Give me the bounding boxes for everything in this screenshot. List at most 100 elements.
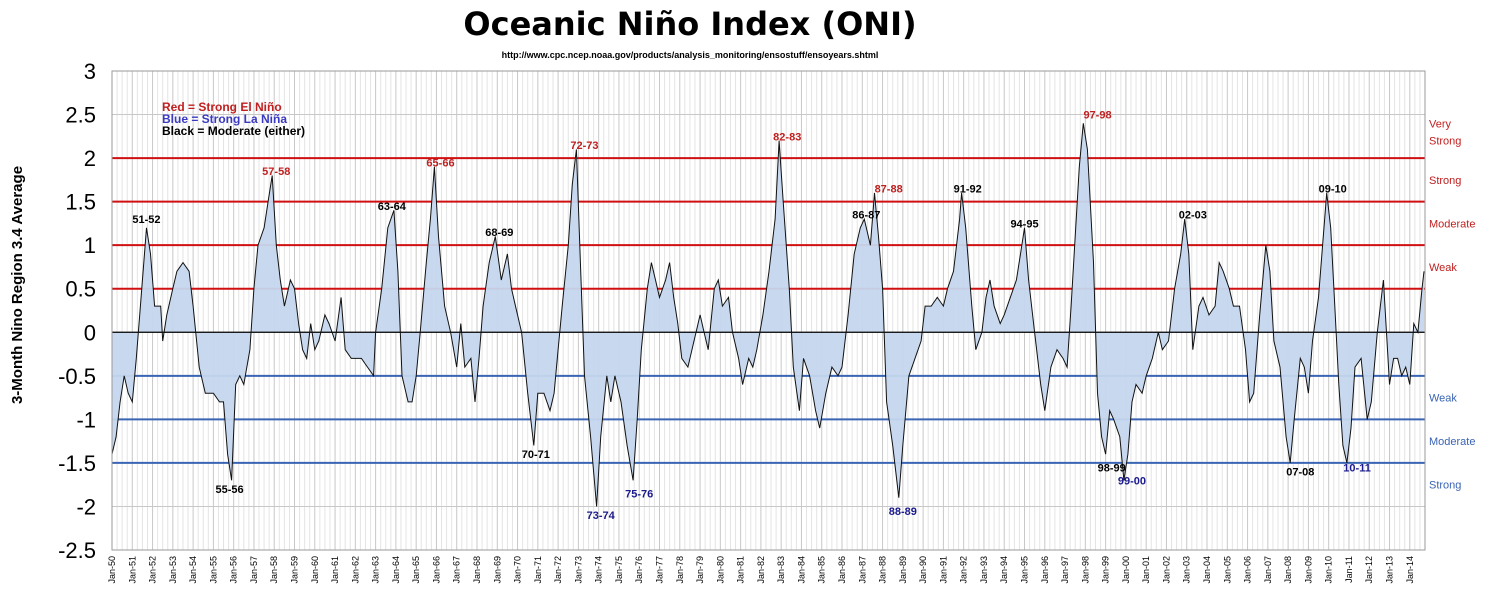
event-label: 55-56 (216, 484, 244, 496)
x-tick-label: Jan-79 (695, 556, 705, 584)
legend-entry: Red = Strong El Niño (162, 100, 282, 114)
x-tick-label: Jan-61 (330, 556, 340, 584)
legend-entry: Blue = Strong La Niña (162, 112, 287, 126)
y-tick-label: 1.5 (65, 190, 96, 215)
event-label: 98-99 (1098, 462, 1126, 474)
x-tick-label: Jan-91 (938, 556, 948, 584)
x-tick-label: Jan-84 (797, 556, 807, 584)
x-tick-label: Jan-65 (411, 556, 421, 584)
y-tick-label: -2.5 (58, 538, 96, 563)
x-tick-label: Jan-06 (1243, 556, 1253, 584)
x-tick-label: Jan-97 (1060, 556, 1070, 584)
x-tick-label: Jan-95 (1020, 556, 1030, 584)
x-tick-label: Jan-13 (1385, 556, 1395, 584)
event-label: 09-10 (1319, 184, 1347, 196)
x-tick-label: Jan-86 (837, 556, 847, 584)
x-tick-label: Jan-08 (1283, 556, 1293, 584)
x-tick-label: Jan-90 (918, 556, 928, 584)
x-tick-label: Jan-78 (675, 556, 685, 584)
x-tick-label: Jan-80 (715, 556, 725, 584)
x-tick-label: Jan-64 (391, 556, 401, 584)
x-tick-label: Jan-83 (776, 556, 786, 584)
x-tick-label: Jan-93 (979, 556, 989, 584)
x-tick-label: Jan-07 (1263, 556, 1273, 584)
x-tick-label: Jan-04 (1202, 556, 1212, 584)
event-label: 51-52 (132, 214, 160, 226)
event-label: 87-88 (875, 184, 903, 196)
x-tick-label: Jan-67 (452, 556, 462, 584)
strength-label: Strong (1429, 175, 1461, 187)
x-tick-label: Jan-89 (898, 556, 908, 584)
strength-label: Moderate (1429, 436, 1475, 448)
legend-entry: Black = Moderate (either) (162, 124, 305, 138)
event-label: 86-87 (852, 210, 880, 222)
event-labels: 51-52 55-56 57-58 63-64 65-66 68-69 70-71 72-73… (132, 110, 1370, 523)
x-tick-label: Jan-50 (107, 556, 117, 584)
event-label: 88-89 (889, 506, 917, 518)
x-tick-label: Jan-85 (817, 556, 827, 584)
x-tick-label: Jan-05 (1222, 556, 1232, 584)
plot-frame (111, 70, 1426, 551)
strength-label: Weak (1429, 393, 1457, 405)
strength-label: Weak (1429, 262, 1457, 274)
x-tick-label: Jan-14 (1405, 556, 1415, 584)
x-tick-label: Jan-87 (857, 556, 867, 584)
x-tick-label: Jan-09 (1303, 556, 1313, 584)
strength-label: Strong (1429, 480, 1461, 492)
x-tick-label: Jan-54 (188, 556, 198, 584)
x-tick-label: Jan-62 (350, 556, 360, 584)
x-tick-label: Jan-60 (310, 556, 320, 584)
x-tick-label: Jan-94 (999, 556, 1009, 584)
event-label: 72-73 (570, 140, 598, 152)
x-tick-label: Jan-74 (594, 556, 604, 584)
threshold-lines (112, 157, 1425, 464)
right-category-labels: Very Strong Strong Moderate Weak Weak Moderate… (1429, 118, 1475, 491)
oni-area-fill (112, 123, 1424, 507)
event-label: 70-71 (522, 449, 550, 461)
y-tick-label: 2.5 (65, 103, 96, 128)
x-tick-label: Jan-69 (492, 556, 502, 584)
x-tick-label: Jan-55 (208, 556, 218, 584)
strength-label: Strong (1429, 136, 1461, 148)
y-tick-label: 3 (84, 59, 96, 84)
x-tick-label: Jan-57 (249, 556, 259, 584)
x-tick-label: Jan-99 (1101, 556, 1111, 584)
x-tick-label: Jan-82 (756, 556, 766, 584)
x-tick-label: Jan-70 (513, 556, 523, 584)
x-tick-label: Jan-88 (878, 556, 888, 584)
x-tick-label: Jan-11 (1344, 556, 1354, 583)
strength-label: Very (1429, 118, 1452, 130)
x-tick-label: Jan-63 (371, 556, 381, 584)
event-label: 65-66 (426, 157, 454, 169)
event-label: 97-98 (1083, 110, 1111, 122)
x-tick-label: Jan-02 (1162, 556, 1172, 584)
x-tick-label: Jan-10 (1324, 556, 1334, 584)
x-tick-label: Jan-12 (1364, 556, 1374, 584)
y-tick-label: 2 (84, 146, 96, 171)
event-label: 82-83 (773, 131, 801, 143)
x-tick-label: Jan-01 (1141, 556, 1151, 584)
x-tick-label: Jan-59 (290, 556, 300, 584)
event-label: 99-00 (1118, 475, 1146, 487)
event-label: 57-58 (262, 166, 290, 178)
y-tick-label: 0 (84, 320, 96, 345)
event-label: 94-95 (1010, 218, 1038, 230)
event-label: 75-76 (625, 488, 653, 500)
x-tick-label: Jan-00 (1121, 556, 1131, 584)
x-tick-label: Jan-52 (148, 556, 158, 584)
event-label: 10-11 (1343, 462, 1371, 474)
x-tick-label: Jan-76 (634, 556, 644, 584)
x-tick-label: Jan-77 (655, 556, 665, 584)
chart-subtitle-url: http://www.cpc.ncep.noaa.gov/products/an… (502, 50, 879, 60)
x-tick-label: Jan-58 (269, 556, 279, 584)
x-tick-label: Jan-66 (431, 556, 441, 584)
y-axis-label: 3-Month Nino Region 3.4 Average (9, 166, 26, 404)
y-tick-label: 0.5 (65, 277, 96, 302)
x-tick-label: Jan-72 (553, 556, 563, 584)
event-label: 63-64 (378, 201, 407, 213)
y-tick-label: 1 (84, 233, 96, 258)
y-tick-label: -2 (76, 494, 96, 519)
